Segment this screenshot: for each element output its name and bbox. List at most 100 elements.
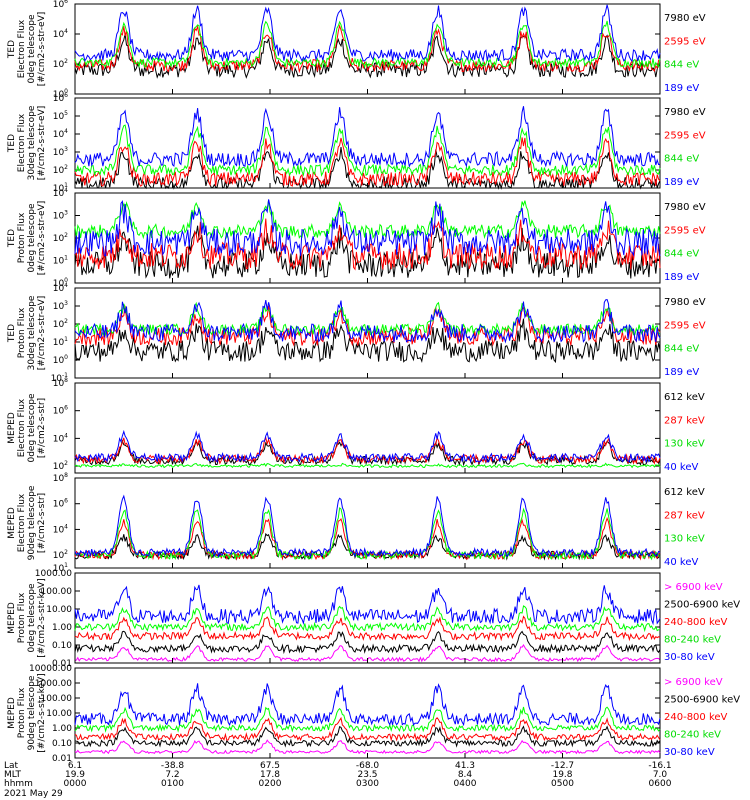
y-axis-label: TEDElectron Flux30deg telescope[#/cm2-s-… [7, 105, 47, 180]
y-tick-label: 104 [53, 523, 68, 535]
legend-entry: 2595 eV [664, 130, 706, 141]
y-tick-label: 10000.00 [29, 664, 72, 674]
y-tick-label: 1000.00 [35, 569, 72, 579]
y-tick-label: 102 [53, 58, 68, 70]
series-trace [74, 507, 661, 561]
x-row-value: 0000 [64, 779, 87, 789]
y-tick-label: 0.10 [52, 739, 72, 749]
x-row-value: 23.5 [357, 770, 377, 780]
y-tick-label: 100.00 [41, 694, 73, 704]
y-tick-label: 101 [53, 336, 68, 348]
series-trace [74, 301, 661, 337]
y-tick-label: 108 [53, 472, 68, 484]
x-row-value: 0400 [454, 779, 477, 789]
series-trace [74, 716, 661, 742]
y-tick-label: 104 [53, 187, 68, 199]
series-trace [74, 225, 661, 279]
x-row-value: 8.4 [458, 770, 473, 780]
series-trace [74, 4, 661, 63]
x-row-value: -16.1 [648, 761, 671, 771]
series-trace [74, 683, 661, 727]
legend-entry: 2595 eV [664, 36, 706, 47]
y-tick-label: 104 [53, 432, 68, 444]
x-row-value: 6.1 [68, 761, 82, 771]
y-tick-label: 1000.00 [35, 679, 72, 689]
date-label: 2021 May 29 [4, 789, 63, 799]
legend-entry: 287 keV [664, 415, 705, 426]
y-tick-label: 105 [53, 110, 68, 122]
series-trace [74, 615, 661, 642]
legend-entry: 40 keV [664, 462, 698, 473]
y-axis-label: MEPEDElectron Flux90deg telescope[#/cm2-… [7, 485, 47, 560]
y-tick-label: 0.10 [52, 641, 72, 651]
x-row-value: 19.9 [65, 770, 85, 780]
legend-entry: 612 keV [664, 487, 705, 498]
series-trace [74, 20, 661, 69]
legend-entry: 844 eV [664, 344, 699, 355]
series-trace [74, 429, 661, 464]
legend-entry: > 6900 keV [664, 677, 723, 688]
y-tick-label: 106 [53, 498, 68, 510]
x-row-label: hhmm [4, 779, 33, 789]
x-row-label: Lat [4, 761, 19, 771]
y-tick-label: 1.00 [52, 623, 72, 633]
x-axis-rows: Lat 6.1 -38.8 67.5 -68.0 41.3 -12.7 -16.1 MLT 19.… [4, 89, 672, 789]
series-trace [74, 124, 661, 177]
legend-entry: 844 eV [664, 249, 699, 260]
legend-entry: 7980 eV [664, 202, 706, 213]
y-axis-label: TEDElectron Flux0deg telescope[#/cm2-s-s… [7, 12, 47, 87]
x-row-value: 19.8 [552, 770, 572, 780]
panels: 100 102 104 106 TEDElectron Flux0deg telesco… [7, 0, 740, 764]
legend-entry: 130 keV [664, 534, 705, 545]
legend-entry: 7980 eV [664, 107, 706, 118]
x-row-value: 0500 [551, 779, 574, 789]
panel-8: 0.01 0.10 1.00 10.00 100.00 1000.00 10000.00ME… [7, 664, 740, 764]
x-row-value: 0600 [649, 779, 672, 789]
y-tick-label: 10.00 [46, 709, 72, 719]
y-tick-label: 100.00 [41, 587, 73, 597]
legend-entry: 2500-6900 keV [664, 599, 740, 610]
series-trace [74, 318, 661, 364]
legend-entry: 189 eV [664, 367, 699, 378]
legend-entry: 189 eV [664, 272, 699, 283]
y-tick-label: 102 [53, 232, 68, 244]
series-trace [74, 462, 661, 469]
legend-entry: 30-80 keV [664, 652, 715, 663]
series-trace [74, 137, 661, 187]
series-trace [74, 706, 661, 733]
legend-entry: 189 eV [664, 177, 699, 188]
x-row-value: 67.5 [260, 761, 280, 771]
y-tick-label: 102 [53, 549, 68, 561]
y-axis-label: MEPEDElectron Flux0deg telescope[#/cm2-s… [7, 393, 47, 463]
y-axis-label: MEPEDProton Flux90deg telescope[#/cm2-s-… [7, 673, 47, 752]
legend-entry: 7980 eV [664, 297, 706, 308]
y-tick-label: 108 [53, 377, 68, 389]
legend-entry: 80-240 keV [664, 634, 721, 645]
y-tick-label: 104 [53, 282, 68, 294]
legend-entry: 130 keV [664, 439, 705, 450]
y-tick-label: 0.01 [52, 659, 72, 669]
y-tick-label: 100 [53, 354, 68, 366]
legend-entry: 240-800 keV [664, 712, 728, 723]
y-tick-label: 101 [53, 255, 68, 267]
series-trace [74, 299, 661, 344]
legend-entry: 240-800 keV [664, 617, 728, 628]
y-tick-label: 102 [53, 460, 68, 472]
series-trace [74, 218, 661, 271]
x-row-value: -38.8 [161, 761, 185, 771]
x-row-value: -68.0 [356, 761, 380, 771]
x-row-value: 41.3 [455, 761, 475, 771]
y-tick-label: 106 [53, 0, 68, 10]
x-row-value: 17.8 [260, 770, 280, 780]
legend-entry: 287 keV [664, 510, 705, 521]
y-tick-label: 10.00 [46, 605, 72, 615]
x-row-label: MLT [4, 770, 22, 780]
panel-7: 0.01 0.10 1.00 10.00 100.00 1000.00MEPEDProto… [7, 569, 740, 669]
x-row-value: 7.2 [165, 770, 179, 780]
y-tick-label: 104 [53, 128, 68, 140]
y-axis-label: TEDProton Flux30deg telescope[#/cm2-s-st… [7, 295, 47, 370]
